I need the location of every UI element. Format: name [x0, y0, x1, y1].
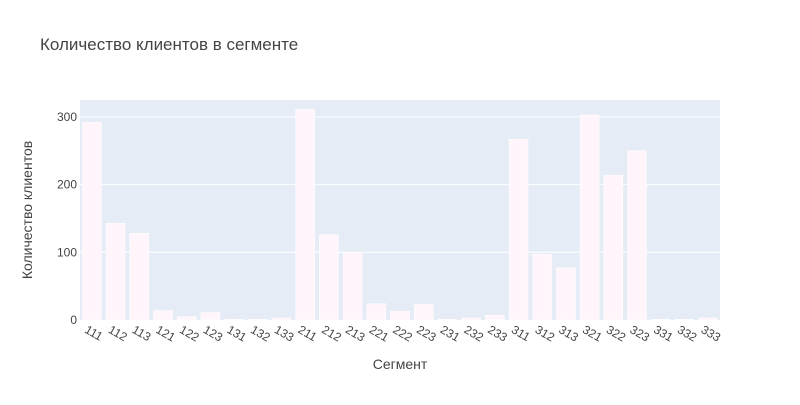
x-tick-label: 322	[604, 322, 629, 344]
x-tick-label: 311	[509, 322, 533, 344]
x-tick-label: 132	[248, 322, 273, 344]
x-tick-label: 213	[343, 322, 368, 344]
chart-title: Количество клиентов в сегменте	[40, 35, 298, 54]
x-tick-label: 112	[106, 322, 130, 344]
bar-232[interactable]	[461, 317, 481, 321]
bar-323[interactable]	[627, 150, 647, 321]
bar-123[interactable]	[200, 312, 221, 321]
bar-121[interactable]	[153, 310, 173, 321]
y-tick-label: 300	[57, 110, 77, 124]
x-tick-labels: 111 112 113 121 122 123 131 132 133 211 212 213 221 2…	[82, 322, 723, 344]
plot-area	[80, 100, 720, 320]
bar-313[interactable]	[556, 267, 576, 321]
bar-132[interactable]	[248, 319, 268, 321]
bar-231[interactable]	[437, 319, 458, 321]
bar-333[interactable]	[698, 317, 718, 321]
bar-322[interactable]	[603, 174, 624, 321]
bar-332[interactable]	[674, 319, 695, 321]
bar-233[interactable]	[485, 315, 505, 321]
x-tick-label: 211	[296, 322, 320, 344]
y-axis-title: Количество клиентов	[19, 141, 35, 279]
bars-group	[82, 109, 718, 321]
y-tick-label: 200	[57, 178, 77, 192]
x-tick-label: 133	[272, 322, 297, 344]
bar-113[interactable]	[129, 233, 149, 321]
x-tick-label: 332	[675, 322, 700, 344]
x-tick-label: 111	[82, 322, 105, 343]
x-tick-label: 231	[438, 322, 463, 344]
bar-111[interactable]	[82, 122, 102, 321]
bar-223[interactable]	[413, 304, 434, 321]
bar-331[interactable]	[651, 319, 671, 321]
x-tick-label: 123	[201, 322, 226, 344]
x-tick-label: 313	[556, 322, 581, 344]
bar-213[interactable]	[342, 252, 363, 321]
bar-311[interactable]	[508, 139, 529, 321]
x-axis-title: Сегмент	[373, 356, 428, 372]
x-tick-label: 221	[367, 322, 392, 344]
x-tick-label: 122	[177, 322, 202, 344]
x-tick-label: 212	[319, 322, 344, 344]
x-tick-label: 223	[414, 322, 439, 344]
x-tick-label: 113	[130, 322, 154, 344]
bar-321[interactable]	[579, 114, 600, 321]
x-tick-label: 233	[485, 322, 510, 344]
x-tick-label: 312	[533, 322, 558, 344]
bar-131[interactable]	[224, 319, 244, 321]
bar-133[interactable]	[271, 317, 292, 321]
x-tick-label: 331	[651, 322, 676, 344]
bar-122[interactable]	[176, 316, 197, 321]
x-tick-label: 321	[580, 322, 605, 344]
bar-112[interactable]	[105, 222, 126, 321]
bar-212[interactable]	[319, 234, 339, 321]
y-tick-label: 0	[70, 313, 77, 327]
x-tick-label: 232	[462, 322, 487, 344]
bar-211[interactable]	[295, 109, 315, 321]
bar-312[interactable]	[532, 254, 552, 321]
bar-222[interactable]	[390, 310, 410, 321]
x-tick-label: 121	[153, 322, 178, 344]
x-tick-label: 222	[391, 322, 416, 344]
y-tick-labels: 0 100 200 300	[57, 110, 77, 327]
x-tick-label: 323	[628, 322, 653, 344]
x-tick-label: 333	[699, 322, 724, 344]
bar-221[interactable]	[366, 303, 387, 321]
y-tick-label: 100	[57, 245, 77, 259]
x-tick-label: 131	[225, 322, 250, 344]
